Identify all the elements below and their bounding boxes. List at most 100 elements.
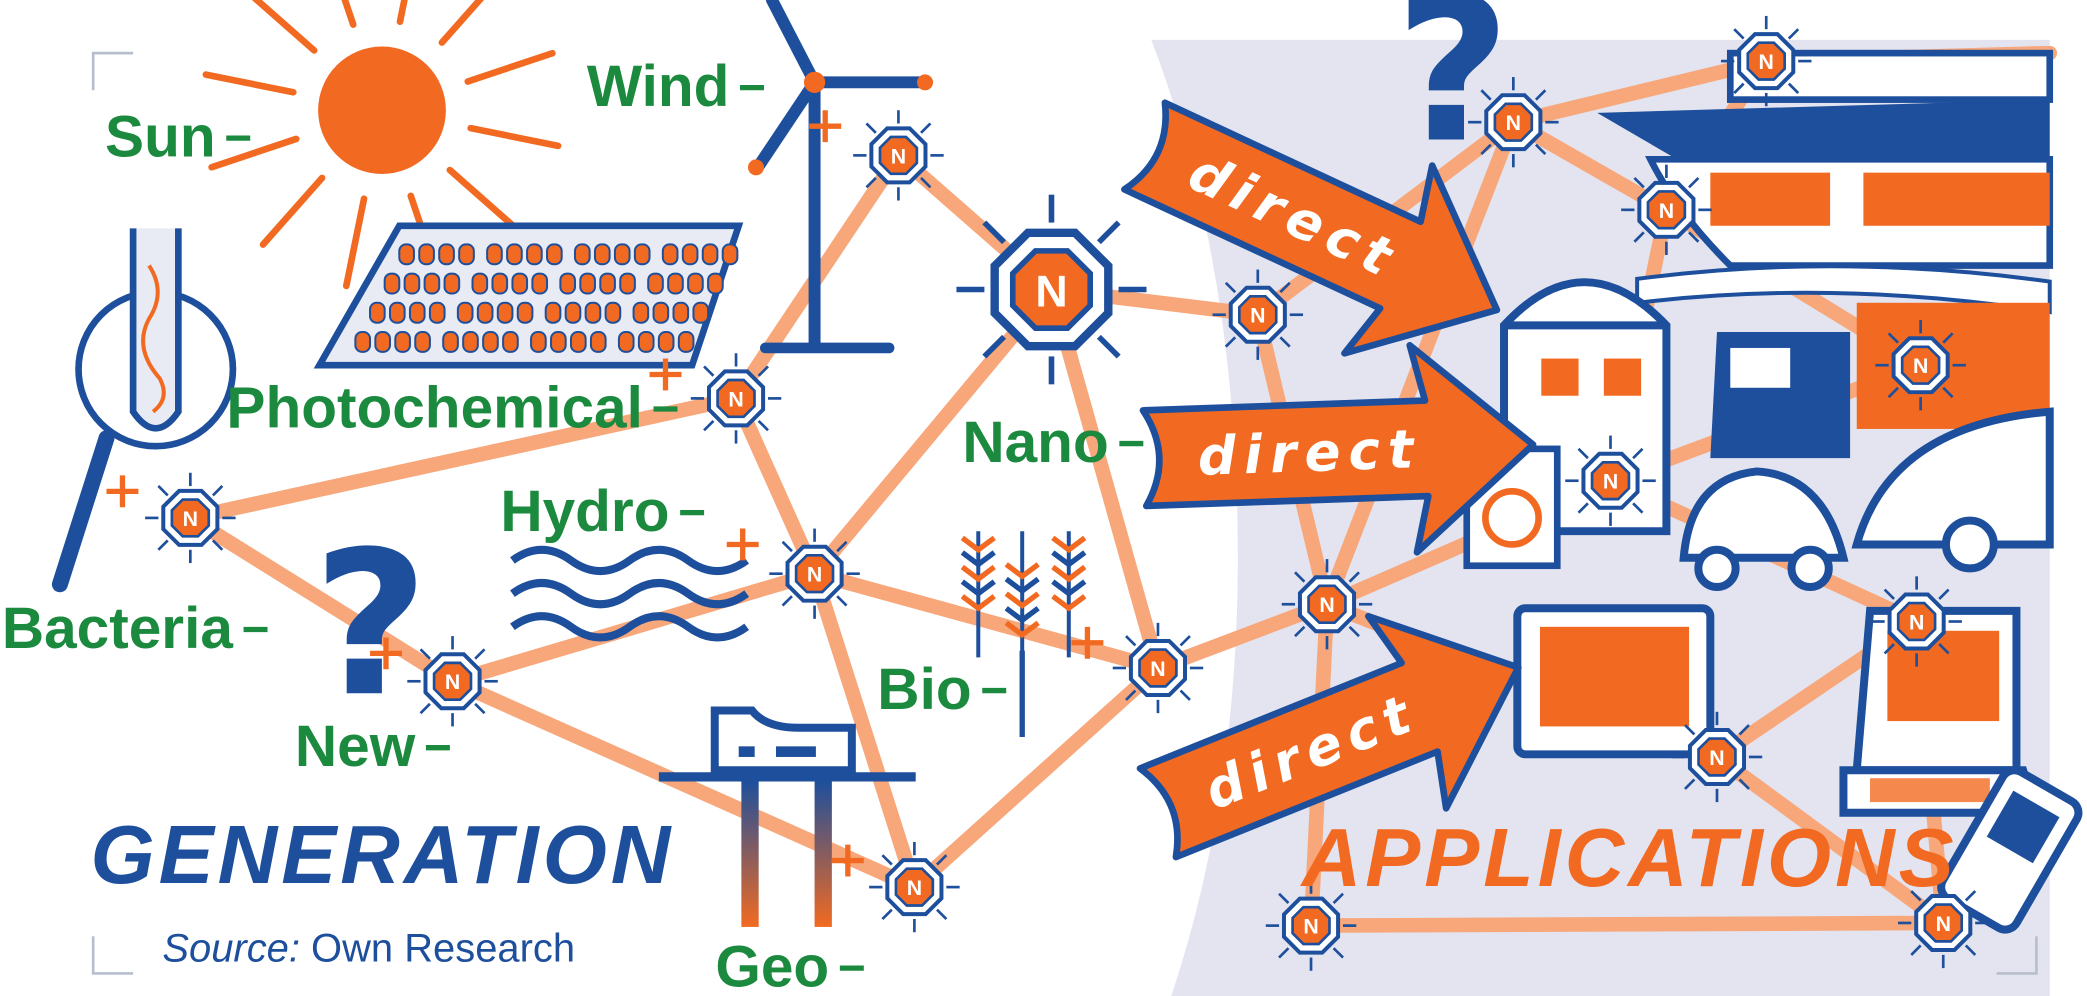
node-spike: [759, 421, 768, 430]
solar-cell: [518, 303, 533, 323]
node: N: [853, 110, 944, 200]
generation-label: Bio: [877, 657, 971, 722]
generation-label: New: [295, 714, 416, 779]
node-spike: [704, 421, 713, 430]
solar-cell: [507, 244, 522, 264]
source-text: Own Research: [311, 927, 575, 971]
solar-cell: [512, 274, 527, 294]
solar-cell: [492, 274, 507, 294]
solar-cell: [723, 244, 738, 264]
solar-cell: [503, 332, 518, 352]
node-label: N: [1909, 610, 1924, 634]
solar-cell: [635, 244, 650, 264]
sun-ray: [247, 0, 314, 50]
generation-label: Wind: [587, 54, 730, 119]
solar-cell: [430, 303, 445, 323]
solar-cell: [531, 332, 546, 352]
solar-cell: [595, 244, 610, 264]
arrow-label: direct: [1197, 418, 1423, 488]
solar-cell: [415, 332, 430, 352]
node-spike: [783, 596, 792, 605]
solar-cell: [659, 332, 674, 352]
solar-cell: [395, 332, 410, 352]
solar-cell: [679, 332, 694, 352]
node: N: [869, 842, 960, 932]
sun-ray: [468, 53, 553, 81]
solar-cell: [498, 303, 513, 323]
solar-cell: [478, 303, 493, 323]
solar-cell: [620, 274, 635, 294]
node-spike: [1181, 636, 1190, 645]
node-label: N: [907, 876, 922, 900]
applications-title: APPLICATIONS: [1300, 812, 1958, 904]
node-spike: [1099, 222, 1119, 242]
solar-cell: [580, 274, 595, 294]
sun-ray: [471, 128, 558, 146]
solar-cell: [370, 303, 385, 323]
node-label: N: [1603, 470, 1618, 494]
solar-cell: [575, 244, 590, 264]
node-spike: [1099, 337, 1119, 357]
solar-cell: [566, 303, 581, 323]
node-spike: [475, 649, 484, 658]
solar-cell: [487, 244, 502, 264]
node-spike: [1126, 636, 1135, 645]
node-spike: [158, 540, 167, 549]
node-label: N: [1303, 915, 1318, 939]
solar-cell: [591, 332, 606, 352]
node-label: N: [1709, 746, 1724, 770]
solar-cell: [619, 332, 634, 352]
question-mark: ?: [313, 509, 429, 741]
node-spike: [882, 855, 891, 864]
source-note: Source: Own Research: [162, 927, 575, 971]
node-label: N: [183, 507, 198, 531]
node-spike: [1734, 29, 1743, 38]
node-label: N: [1250, 304, 1265, 328]
solar-cell: [648, 274, 663, 294]
solar-cell: [551, 332, 566, 352]
solar-panel-icon: [319, 226, 738, 365]
solar-cell: [405, 274, 420, 294]
solar-cell: [410, 303, 425, 323]
solar-cell: [459, 244, 474, 264]
solar-cell: [547, 244, 562, 264]
generation-title: GENERATION: [91, 809, 675, 901]
generation-label: Photochemical: [226, 376, 642, 441]
solar-cell: [703, 244, 718, 264]
node-label: N: [1936, 912, 1951, 936]
node-label: N: [728, 387, 743, 411]
geo-icon: [659, 710, 916, 926]
solar-cell: [439, 244, 454, 264]
solar-cell: [483, 332, 498, 352]
solar-cell: [443, 332, 458, 352]
generation-label: Nano: [962, 410, 1108, 475]
solar-cell: [375, 332, 390, 352]
solar-cell: [399, 244, 414, 264]
node-label: N: [1759, 50, 1774, 74]
generation-label: Geo: [715, 935, 829, 996]
plus-sign: [727, 529, 759, 561]
node-label: N: [445, 670, 460, 694]
node-label: N: [1913, 354, 1928, 378]
solar-cell: [425, 274, 440, 294]
node-spike: [937, 910, 946, 919]
sun-ray: [442, 0, 501, 43]
solar-cell: [458, 303, 473, 323]
node-spike: [837, 596, 846, 605]
solar-cell: [419, 244, 434, 264]
node-spike: [866, 123, 875, 132]
node-spike: [1789, 29, 1798, 38]
solar-cell: [668, 274, 683, 294]
solar-cell: [688, 274, 703, 294]
node-label: N: [1659, 199, 1674, 223]
solar-cell: [654, 303, 669, 323]
solar-cell: [586, 303, 601, 323]
sun-ray: [263, 178, 322, 245]
node-label: N: [1319, 593, 1334, 617]
node-label: N: [807, 563, 822, 587]
generation-label: Sun: [105, 105, 216, 170]
solar-cell: [693, 303, 708, 323]
node: N: [956, 195, 1146, 385]
generation-label: Bacteria: [2, 596, 234, 661]
solar-cell: [673, 303, 688, 323]
